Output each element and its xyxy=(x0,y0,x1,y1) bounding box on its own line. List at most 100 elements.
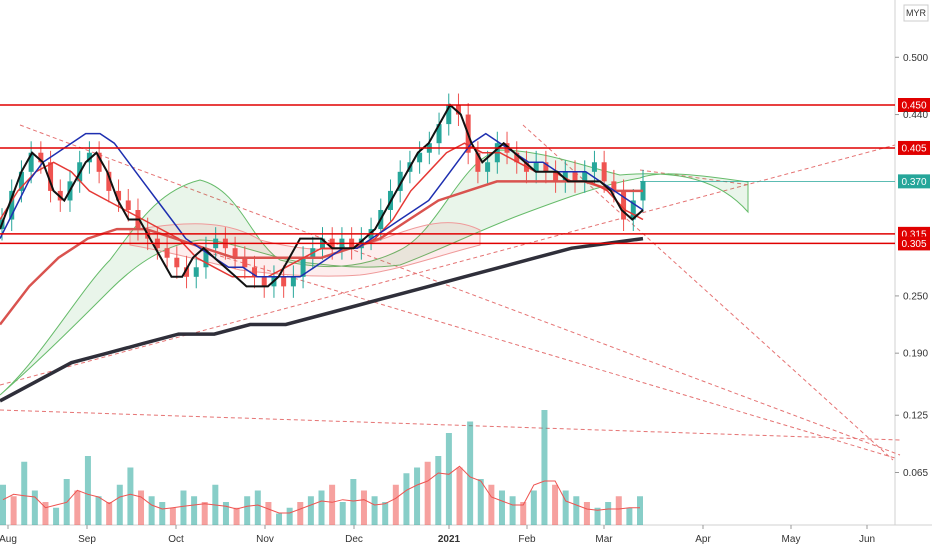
candle-body xyxy=(125,200,131,210)
volume-bar xyxy=(286,507,293,525)
cloud-area-red xyxy=(129,222,481,277)
volume-bar xyxy=(318,490,325,525)
candle-body xyxy=(300,257,306,277)
volume-bar xyxy=(541,410,548,525)
volume-bar xyxy=(583,502,590,525)
volume-bar xyxy=(297,502,304,525)
candle-body xyxy=(290,276,296,287)
volume-bar xyxy=(530,490,537,525)
volume-bar xyxy=(84,456,91,525)
volume-bar xyxy=(159,502,166,525)
candle-body xyxy=(533,162,539,172)
current-price-box xyxy=(898,174,930,189)
volume-bar xyxy=(360,490,367,525)
x-tick-label: Aug xyxy=(0,534,17,545)
level-label: 0.405 xyxy=(901,143,926,154)
volume-bar xyxy=(31,490,38,525)
volume-bar xyxy=(382,502,389,525)
candle-body xyxy=(184,267,190,277)
candle-body xyxy=(591,162,597,172)
volume-bar xyxy=(233,507,240,525)
candle-body xyxy=(116,190,122,201)
y-tick-label: 0.065 xyxy=(903,468,928,479)
volume-bar xyxy=(265,502,272,525)
currency-badge[interactable]: MYR xyxy=(903,4,929,22)
trend-line xyxy=(522,124,894,461)
x-tick-label: Apr xyxy=(695,534,711,545)
volume-bar xyxy=(392,484,399,525)
candle-body xyxy=(174,257,180,268)
candle-body xyxy=(455,105,461,115)
volume-bar xyxy=(254,490,261,525)
ichimoku-cloud xyxy=(0,149,749,396)
volume-bar xyxy=(498,490,505,525)
y-tick-label: 0.250 xyxy=(903,291,928,302)
time-axis[interactable]: Aug Sep Oct Nov Dec 2021 Feb Mar Apr May Jun xyxy=(0,525,875,545)
x-tick-label: May xyxy=(782,534,801,545)
candle-body xyxy=(553,171,559,182)
y-tick-label: 0.190 xyxy=(903,349,928,360)
candle-body xyxy=(48,162,54,191)
volume-bar xyxy=(573,496,580,525)
price-axis[interactable]: 0.500 0.440 0.250 0.190 0.125 0.065 xyxy=(895,53,928,479)
ma-blue-line xyxy=(0,132,644,278)
volume-bar xyxy=(10,496,17,525)
level-label: 0.315 xyxy=(901,229,926,240)
volume-bar xyxy=(169,507,176,525)
candle-body xyxy=(38,152,44,163)
x-tick-label: Nov xyxy=(256,534,274,545)
y-tick-label: 0.440 xyxy=(903,110,928,121)
volume-bar xyxy=(222,502,229,525)
volume-bar xyxy=(488,484,495,525)
trend-line xyxy=(0,144,896,386)
volume-bar xyxy=(180,490,187,525)
currency-label: MYR xyxy=(906,8,927,18)
x-tick-label: 2021 xyxy=(438,534,461,545)
candle-body xyxy=(232,248,238,258)
candle-body xyxy=(621,190,627,220)
volume-bar xyxy=(42,502,49,525)
candle-body xyxy=(397,171,403,191)
candle-body xyxy=(630,200,636,220)
volume-bar xyxy=(276,513,283,525)
volume-bar xyxy=(605,502,612,525)
candle-body xyxy=(242,257,248,268)
volume-bar xyxy=(116,484,123,525)
x-tick-label: Jun xyxy=(859,534,875,545)
y-tick-label: 0.125 xyxy=(903,411,928,422)
candle-body xyxy=(543,162,549,172)
candle-body xyxy=(436,124,442,144)
cloud-area xyxy=(0,149,749,396)
ma-black-line xyxy=(0,103,644,288)
volume-bar xyxy=(594,507,601,525)
volume-bar xyxy=(552,484,559,525)
volume-bar xyxy=(520,502,527,525)
volume-bar xyxy=(339,502,346,525)
candle-body xyxy=(96,152,102,172)
volume-bar xyxy=(201,502,208,525)
chart-grid xyxy=(0,0,932,526)
candle-body xyxy=(86,152,92,163)
x-tick-label: Feb xyxy=(518,534,536,545)
trend-line xyxy=(199,249,896,459)
candle-body xyxy=(572,171,578,182)
volume-bar xyxy=(138,490,145,525)
candle-body xyxy=(203,248,209,268)
volume-bar xyxy=(21,461,28,525)
volume-bar xyxy=(615,496,622,525)
moving-averages xyxy=(0,103,644,403)
current-price-label: 0.370 xyxy=(901,177,926,188)
trend-lines xyxy=(0,124,901,461)
volume-bar xyxy=(307,496,314,525)
y-tick-label: 0.500 xyxy=(903,53,928,64)
volume-bar xyxy=(467,421,474,525)
level-label: 0.305 xyxy=(901,239,926,250)
volume-bar xyxy=(445,433,452,525)
candle-body xyxy=(106,171,112,191)
candle-body xyxy=(193,267,199,277)
volume-bar xyxy=(53,507,60,525)
level-label: 0.450 xyxy=(901,101,926,112)
candle-body xyxy=(261,276,267,287)
